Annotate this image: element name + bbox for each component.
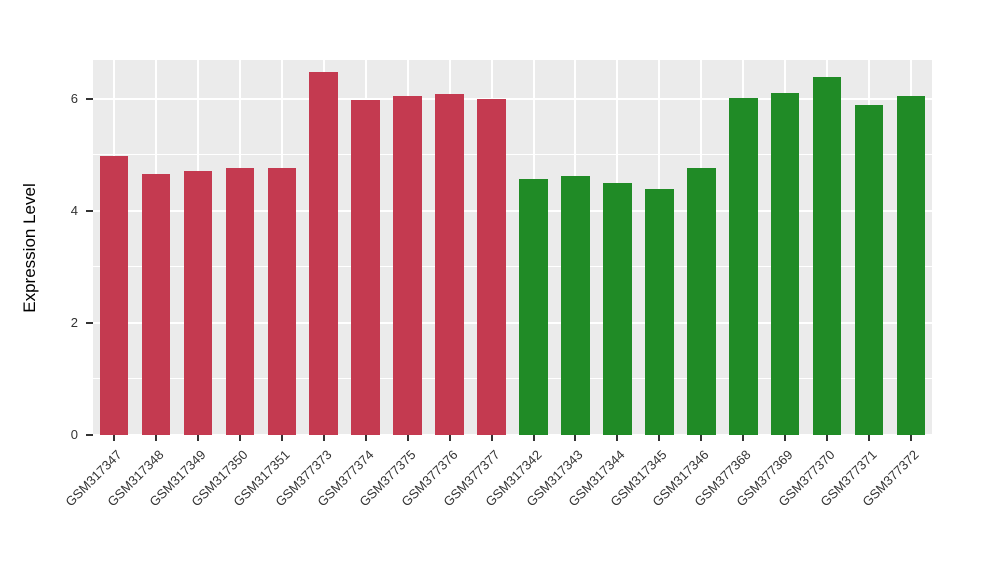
gridline-minor: [93, 378, 932, 380]
x-tick-cell: GSM317350: [188, 435, 261, 545]
x-tick-cell: GSM317351: [230, 435, 303, 545]
bar-GSM377375: [393, 96, 422, 435]
bar-slot: [261, 60, 303, 435]
x-tick-cell: GSM377371: [818, 435, 890, 545]
bar-GSM377374: [351, 99, 380, 435]
gridline-major: [93, 210, 932, 213]
bar-GSM377373: [309, 72, 338, 435]
bar-slot: [890, 60, 932, 435]
x-tick-cell: GSM377369: [734, 435, 806, 545]
x-tick-cell: GSM317346: [650, 435, 722, 545]
x-tick-label: GSM317343: [523, 447, 587, 510]
x-tick-cell: GSM377372: [859, 435, 932, 545]
x-tick-label: GSM317349: [146, 447, 209, 510]
bar-GSM377369: [770, 93, 800, 435]
x-tick-label: GSM377376: [397, 447, 461, 510]
bar-slot: [764, 60, 806, 435]
x-tick-cell: GSM377374: [314, 435, 387, 545]
bar-GSM317347: [99, 156, 129, 435]
x-axis-labels: GSM317347 GSM317348 GSM317349 GSM317350 GSM3…: [62, 435, 932, 545]
bar-slot: [135, 60, 177, 435]
bar-GSM317351: [267, 168, 297, 435]
x-tick-label: GSM377375: [356, 447, 419, 510]
y-tick-mark: [86, 210, 93, 213]
x-tick-label: GSM377374: [314, 447, 377, 510]
bar-GSM377370: [812, 77, 842, 435]
bar-slot: [596, 60, 638, 435]
bar-GSM317345: [645, 189, 674, 435]
bar-slot: [93, 60, 135, 435]
bar-GSM377376: [435, 94, 464, 435]
gridline-major: [93, 98, 932, 101]
x-tick-label: GSM377371: [817, 447, 880, 510]
bar-GSM317343: [561, 176, 590, 435]
bar-slot: [303, 60, 345, 435]
bar-slot: [471, 60, 513, 435]
x-tick-cell: GSM317343: [524, 435, 596, 545]
plot-panel: [93, 60, 932, 436]
bar-GSM317348: [141, 174, 171, 435]
bar-slot: [513, 60, 555, 435]
bar-slot: [429, 60, 471, 435]
x-tick-label: GSM377369: [733, 447, 796, 510]
bar-slot: [848, 60, 890, 435]
bar-slot: [806, 60, 848, 435]
y-tick-label: 6: [70, 91, 78, 107]
x-tick-label: GSM377377: [439, 447, 503, 510]
bar-slot: [722, 60, 764, 435]
x-tick-label: GSM317346: [649, 447, 712, 510]
x-tick-label: GSM317348: [104, 447, 167, 510]
x-tick-cell: GSM317342: [482, 435, 555, 545]
x-tick-cell: GSM377373: [272, 435, 345, 545]
x-tick-cell: GSM317344: [566, 435, 638, 545]
x-tick-label: GSM317351: [230, 447, 293, 510]
bars-container: [93, 60, 932, 435]
bar-slot: [387, 60, 429, 435]
y-tick-mark: [86, 434, 93, 436]
x-tick-label: GSM377370: [775, 447, 838, 510]
bar-slot: [554, 60, 596, 435]
gridline-major: [93, 322, 932, 325]
bar-GSM317344: [603, 183, 632, 435]
y-tick-mark: [86, 322, 93, 325]
bar-GSM377372: [896, 96, 926, 435]
x-tick-cell: GSM317345: [608, 435, 680, 545]
x-tick-label: GSM377372: [859, 447, 922, 510]
y-tick-mark: [86, 98, 93, 101]
bar-slot: [177, 60, 219, 435]
gridline-major: [93, 434, 932, 436]
x-tick-cell: GSM377376: [398, 435, 471, 545]
x-tick-cell: GSM377375: [356, 435, 429, 545]
x-tick-label: GSM377373: [272, 447, 335, 510]
x-tick-label: GSM317342: [481, 447, 545, 510]
y-tick-label: 2: [70, 315, 78, 331]
bar-slot: [680, 60, 722, 435]
bar-slot: [345, 60, 387, 435]
x-tick-cell: GSM317349: [146, 435, 219, 545]
x-tick-label: GSM317347: [62, 447, 125, 510]
x-tick-label: GSM317345: [607, 447, 670, 510]
y-axis-title: Expression Level: [20, 183, 39, 313]
bar-GSM317342: [519, 178, 548, 435]
y-tick-label: 0: [70, 427, 78, 442]
gridline-minor: [93, 154, 932, 156]
x-tick-cell: GSM377368: [692, 435, 764, 545]
gridline-minor: [93, 266, 932, 268]
bar-GSM377371: [854, 104, 884, 435]
x-tick-label: GSM377368: [691, 447, 754, 510]
bar-slot: [219, 60, 261, 435]
x-tick-label: GSM317344: [565, 447, 629, 510]
x-tick-cell: GSM317348: [104, 435, 177, 545]
bar-GSM317349: [183, 170, 213, 435]
x-tick-label: GSM317350: [188, 447, 251, 510]
x-tick-cell: GSM377370: [776, 435, 848, 545]
bar-GSM377368: [729, 98, 758, 435]
x-tick-cell: GSM377377: [440, 435, 513, 545]
bar-GSM317346: [687, 168, 716, 435]
bar-GSM317350: [225, 168, 255, 435]
bar-slot: [638, 60, 680, 435]
x-tick-cell: GSM317347: [62, 435, 135, 545]
bar-GSM377377: [477, 98, 506, 435]
